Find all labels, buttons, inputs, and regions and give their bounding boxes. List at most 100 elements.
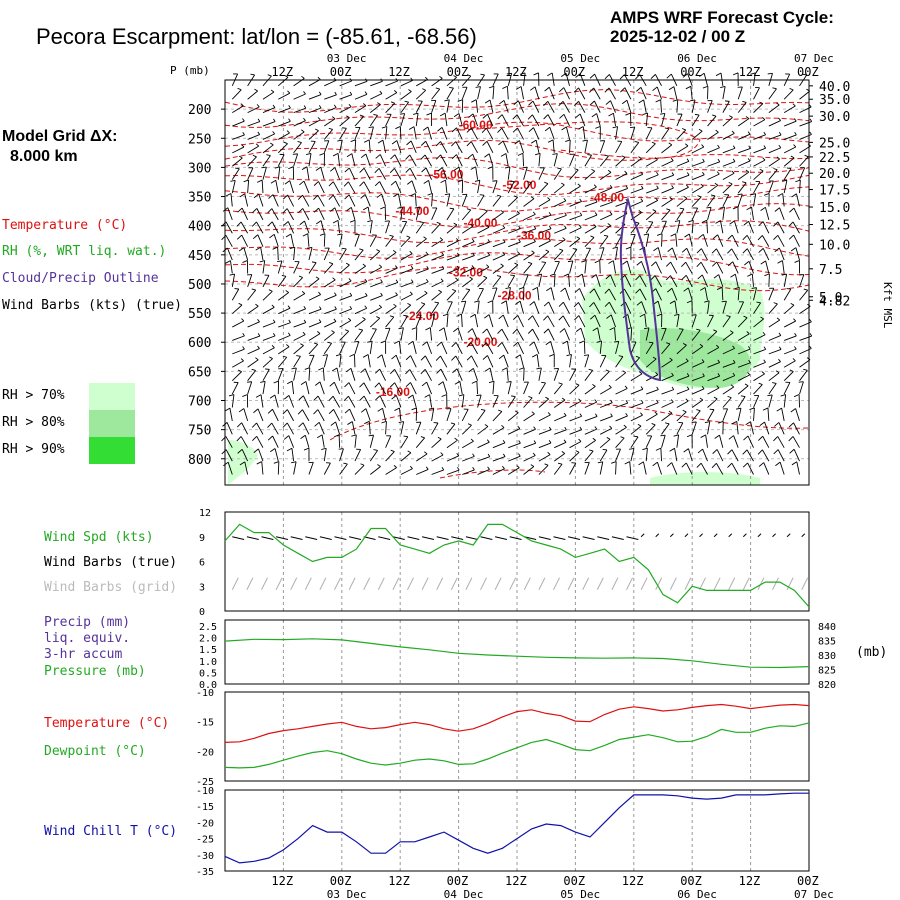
- wind-barb: [712, 261, 718, 267]
- wind-barb: [538, 382, 546, 395]
- wind-barb: [563, 114, 570, 127]
- hour-tick-label: 00Z: [447, 65, 469, 79]
- wind-barb: [569, 227, 582, 234]
- wind-barb: [466, 342, 472, 348]
- wind-barb: [236, 436, 242, 442]
- wind-barb: [716, 385, 720, 389]
- wind-barb: [764, 273, 770, 277]
- wind-barb: [514, 262, 519, 266]
- wind-barb: [630, 142, 640, 154]
- wind-barb: [440, 141, 448, 154]
- wind-barb: [615, 448, 621, 462]
- wind-barb: [547, 412, 551, 416]
- wind-barb: [267, 208, 273, 214]
- wind-barb: [558, 301, 564, 307]
- wind-barb: [303, 105, 307, 109]
- wind-barb: [615, 157, 626, 167]
- wind-barb: [645, 221, 654, 234]
- wind-barb: [783, 304, 795, 315]
- wind-barb: [299, 220, 305, 226]
- wind-barb: [558, 87, 565, 93]
- wind-barb: [749, 407, 755, 411]
- wind-barb: [778, 132, 782, 136]
- wind-barb: [671, 386, 675, 390]
- wind-barb: [536, 367, 542, 370]
- wind-barb: [667, 247, 673, 252]
- wind-barb: [324, 332, 335, 341]
- wind-barb: [772, 382, 777, 384]
- wind-barb: [574, 315, 580, 321]
- wind-barb: [446, 99, 450, 113]
- wind-barb: [589, 449, 594, 452]
- wind-barb: [775, 461, 781, 467]
- wind-barb: [600, 427, 612, 435]
- wind-barb: [308, 462, 314, 475]
- wind-barb: [558, 382, 563, 385]
- wind-barb: [700, 462, 708, 475]
- wind-barb: [232, 320, 244, 328]
- wind-barb: [629, 448, 635, 450]
- wind-barb: [285, 290, 289, 293]
- wind-barb: [777, 449, 785, 462]
- wind-barb: [492, 212, 504, 221]
- wind-barb: [344, 194, 350, 200]
- wind-barb: [599, 340, 603, 354]
- wind-barb: [329, 381, 335, 387]
- wind-barb: [286, 409, 295, 422]
- wind-barb: [671, 288, 678, 301]
- wind-barb: [630, 200, 643, 207]
- wind-barb: [809, 118, 813, 122]
- wind-barb: [599, 247, 605, 249]
- wind-barb: [424, 369, 432, 381]
- wind-barb: [569, 238, 581, 248]
- wind-barb: [704, 300, 710, 303]
- height-tick-label: 30.0: [819, 110, 850, 125]
- wind-barb: [547, 114, 555, 127]
- wind-barb: [470, 223, 474, 227]
- wind-barb: [676, 422, 684, 435]
- wind-barb: [363, 167, 371, 180]
- bottom-date-label: 03 Dec: [327, 888, 367, 900]
- wind-barb: [369, 317, 381, 328]
- wind-barb: [553, 184, 565, 194]
- wind-barb: [440, 278, 444, 282]
- wind-barb: [498, 354, 505, 360]
- wind-barb: [262, 306, 275, 315]
- wind-barb: [599, 438, 611, 449]
- wind-barb: [274, 448, 279, 462]
- wind-barb: [377, 102, 381, 105]
- wind-barb: [452, 288, 457, 292]
- wind-barb: [360, 153, 367, 159]
- wind-barb: [516, 210, 520, 214]
- wind-barb: [716, 286, 723, 290]
- wind-barb: [308, 79, 321, 87]
- wind-barb: [607, 223, 611, 226]
- wind-barb: [682, 409, 687, 413]
- wind-barb: [661, 174, 674, 181]
- wind-barb: [645, 424, 656, 435]
- wind-barb: [756, 301, 761, 304]
- wind-barb: [661, 209, 671, 221]
- wind-barb: [272, 332, 276, 337]
- wind-barb: [431, 88, 441, 100]
- wind-barb: [788, 422, 794, 428]
- wind-barb: [608, 87, 616, 100]
- wind-barb: [481, 342, 487, 348]
- wind-barb: [691, 421, 697, 435]
- wind-barb: [615, 141, 623, 154]
- wind-barb: [722, 147, 736, 154]
- wind-barb: [716, 261, 724, 274]
- wind-barb: [561, 451, 566, 454]
- grid-wind-barb: [713, 577, 721, 590]
- wind-barb: [636, 261, 642, 266]
- grid-wind-barb: [407, 577, 414, 590]
- wind-barb: [398, 421, 404, 423]
- wind-barb: [272, 246, 278, 250]
- wind-barb: [262, 91, 275, 100]
- wind-barb: [799, 156, 809, 167]
- wind-barb: [441, 466, 445, 471]
- wind-barb: [441, 127, 448, 140]
- wind-barb: [422, 126, 429, 131]
- wind-tick-label: 9: [199, 533, 205, 544]
- wind-barb: [683, 448, 689, 453]
